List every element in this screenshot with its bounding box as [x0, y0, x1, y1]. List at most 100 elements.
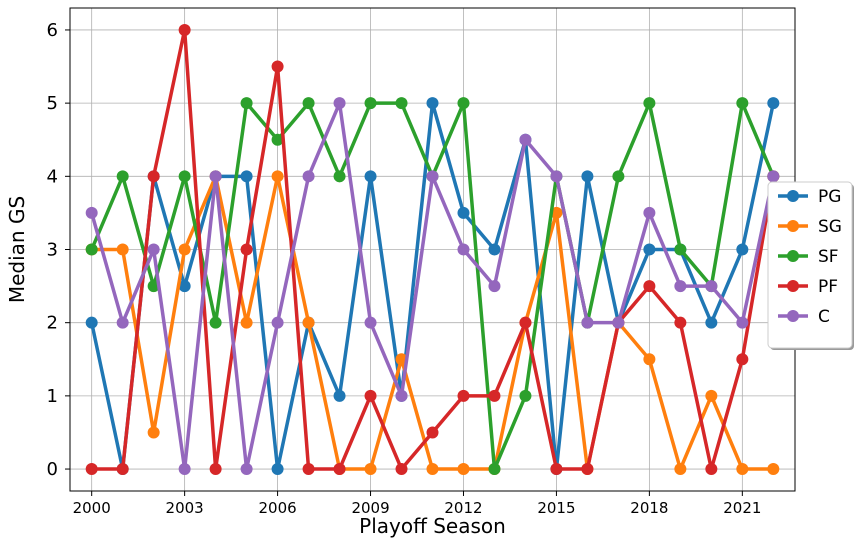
data-point-sg: [116, 243, 129, 256]
x-tick-label: 2006: [258, 499, 296, 517]
x-tick-label: 2021: [723, 499, 761, 517]
data-point-sg: [240, 316, 253, 329]
x-axis-title: Playoff Season: [359, 514, 506, 538]
data-point-sf: [271, 133, 284, 146]
data-point-sf: [302, 97, 315, 110]
legend-swatch-marker: [787, 310, 799, 322]
data-point-sg: [643, 353, 656, 366]
data-point-pf: [426, 426, 439, 439]
legend-label: SG: [818, 217, 842, 237]
data-point-pg: [178, 280, 191, 293]
data-point-pf: [147, 170, 160, 183]
series-c: [85, 97, 780, 476]
data-point-sf: [457, 97, 470, 110]
data-point-c: [705, 280, 718, 293]
x-tick-label: 2012: [444, 499, 482, 517]
legend-label: SF: [818, 247, 839, 267]
data-point-pf: [395, 463, 408, 476]
data-point-c: [643, 206, 656, 219]
data-point-sf: [488, 463, 501, 476]
data-point-pf: [457, 389, 470, 402]
data-point-sf: [333, 170, 346, 183]
data-point-sf: [519, 389, 532, 402]
data-point-pg: [643, 243, 656, 256]
data-point-c: [736, 316, 749, 329]
data-point-c: [178, 463, 191, 476]
data-point-pg: [488, 243, 501, 256]
legend-swatch-marker: [787, 190, 799, 202]
data-point-pg: [240, 170, 253, 183]
data-point-sg: [271, 170, 284, 183]
data-point-pg: [426, 97, 439, 110]
data-point-pg: [271, 463, 284, 476]
data-point-sf: [209, 316, 222, 329]
data-point-pg: [364, 170, 377, 183]
data-point-pg: [705, 316, 718, 329]
legend-swatch-marker: [787, 280, 799, 292]
x-tick-label: 2018: [630, 499, 668, 517]
legend-label: PF: [818, 277, 838, 297]
data-point-sg: [147, 426, 160, 439]
data-point-pf: [209, 463, 222, 476]
data-point-sg: [178, 243, 191, 256]
data-point-sf: [240, 97, 253, 110]
legend-swatch-marker: [787, 220, 799, 232]
data-point-sf: [116, 170, 129, 183]
legend-swatch-marker: [787, 250, 799, 262]
data-point-pg: [581, 170, 594, 183]
data-point-pf: [488, 389, 501, 402]
data-point-pg: [85, 316, 98, 329]
data-point-sg: [364, 463, 377, 476]
data-point-sg: [705, 389, 718, 402]
data-point-pf: [550, 463, 563, 476]
data-point-sg: [767, 463, 780, 476]
data-point-c: [519, 133, 532, 146]
y-tick-label: 4: [47, 166, 58, 187]
data-point-c: [550, 170, 563, 183]
data-point-pf: [333, 463, 346, 476]
data-point-pf: [581, 463, 594, 476]
data-point-sf: [395, 97, 408, 110]
data-point-pf: [736, 353, 749, 366]
data-point-c: [240, 463, 253, 476]
data-point-pf: [519, 316, 532, 329]
x-tick-label: 2009: [351, 499, 389, 517]
data-point-pf: [643, 280, 656, 293]
data-point-sg: [736, 463, 749, 476]
data-point-c: [581, 316, 594, 329]
data-point-pf: [705, 463, 718, 476]
x-tick-label: 2000: [73, 499, 111, 517]
data-point-pf: [302, 463, 315, 476]
data-point-sg: [302, 316, 315, 329]
data-point-pg: [333, 389, 346, 402]
data-point-sf: [612, 170, 625, 183]
data-point-sf: [364, 97, 377, 110]
data-point-sg: [674, 463, 687, 476]
y-tick-label: 6: [47, 20, 58, 41]
data-point-c: [767, 170, 780, 183]
data-point-sf: [178, 170, 191, 183]
data-point-sf: [674, 243, 687, 256]
data-point-pf: [271, 60, 284, 73]
data-point-sg: [457, 463, 470, 476]
data-point-c: [85, 206, 98, 219]
y-tick-label: 5: [47, 93, 58, 114]
y-tick-label: 3: [47, 240, 58, 261]
axis-ticks: 2000 2003 2006 2009 2012 2015 2018 2021 0 1 2 3 4 5 6: [47, 20, 762, 517]
legend-label: PG: [818, 187, 841, 207]
data-point-pf: [85, 463, 98, 476]
data-point-c: [116, 316, 129, 329]
data-point-c: [426, 170, 439, 183]
data-point-c: [364, 316, 377, 329]
x-tick-label: 2015: [537, 499, 575, 517]
data-point-sf: [85, 243, 98, 256]
x-tick-label: 2003: [166, 499, 204, 517]
data-point-pg: [736, 243, 749, 256]
data-point-pf: [178, 23, 191, 36]
data-point-c: [612, 316, 625, 329]
data-point-sg: [426, 463, 439, 476]
data-point-pf: [116, 463, 129, 476]
y-axis-title: Median GS: [5, 196, 29, 303]
data-point-c: [209, 170, 222, 183]
